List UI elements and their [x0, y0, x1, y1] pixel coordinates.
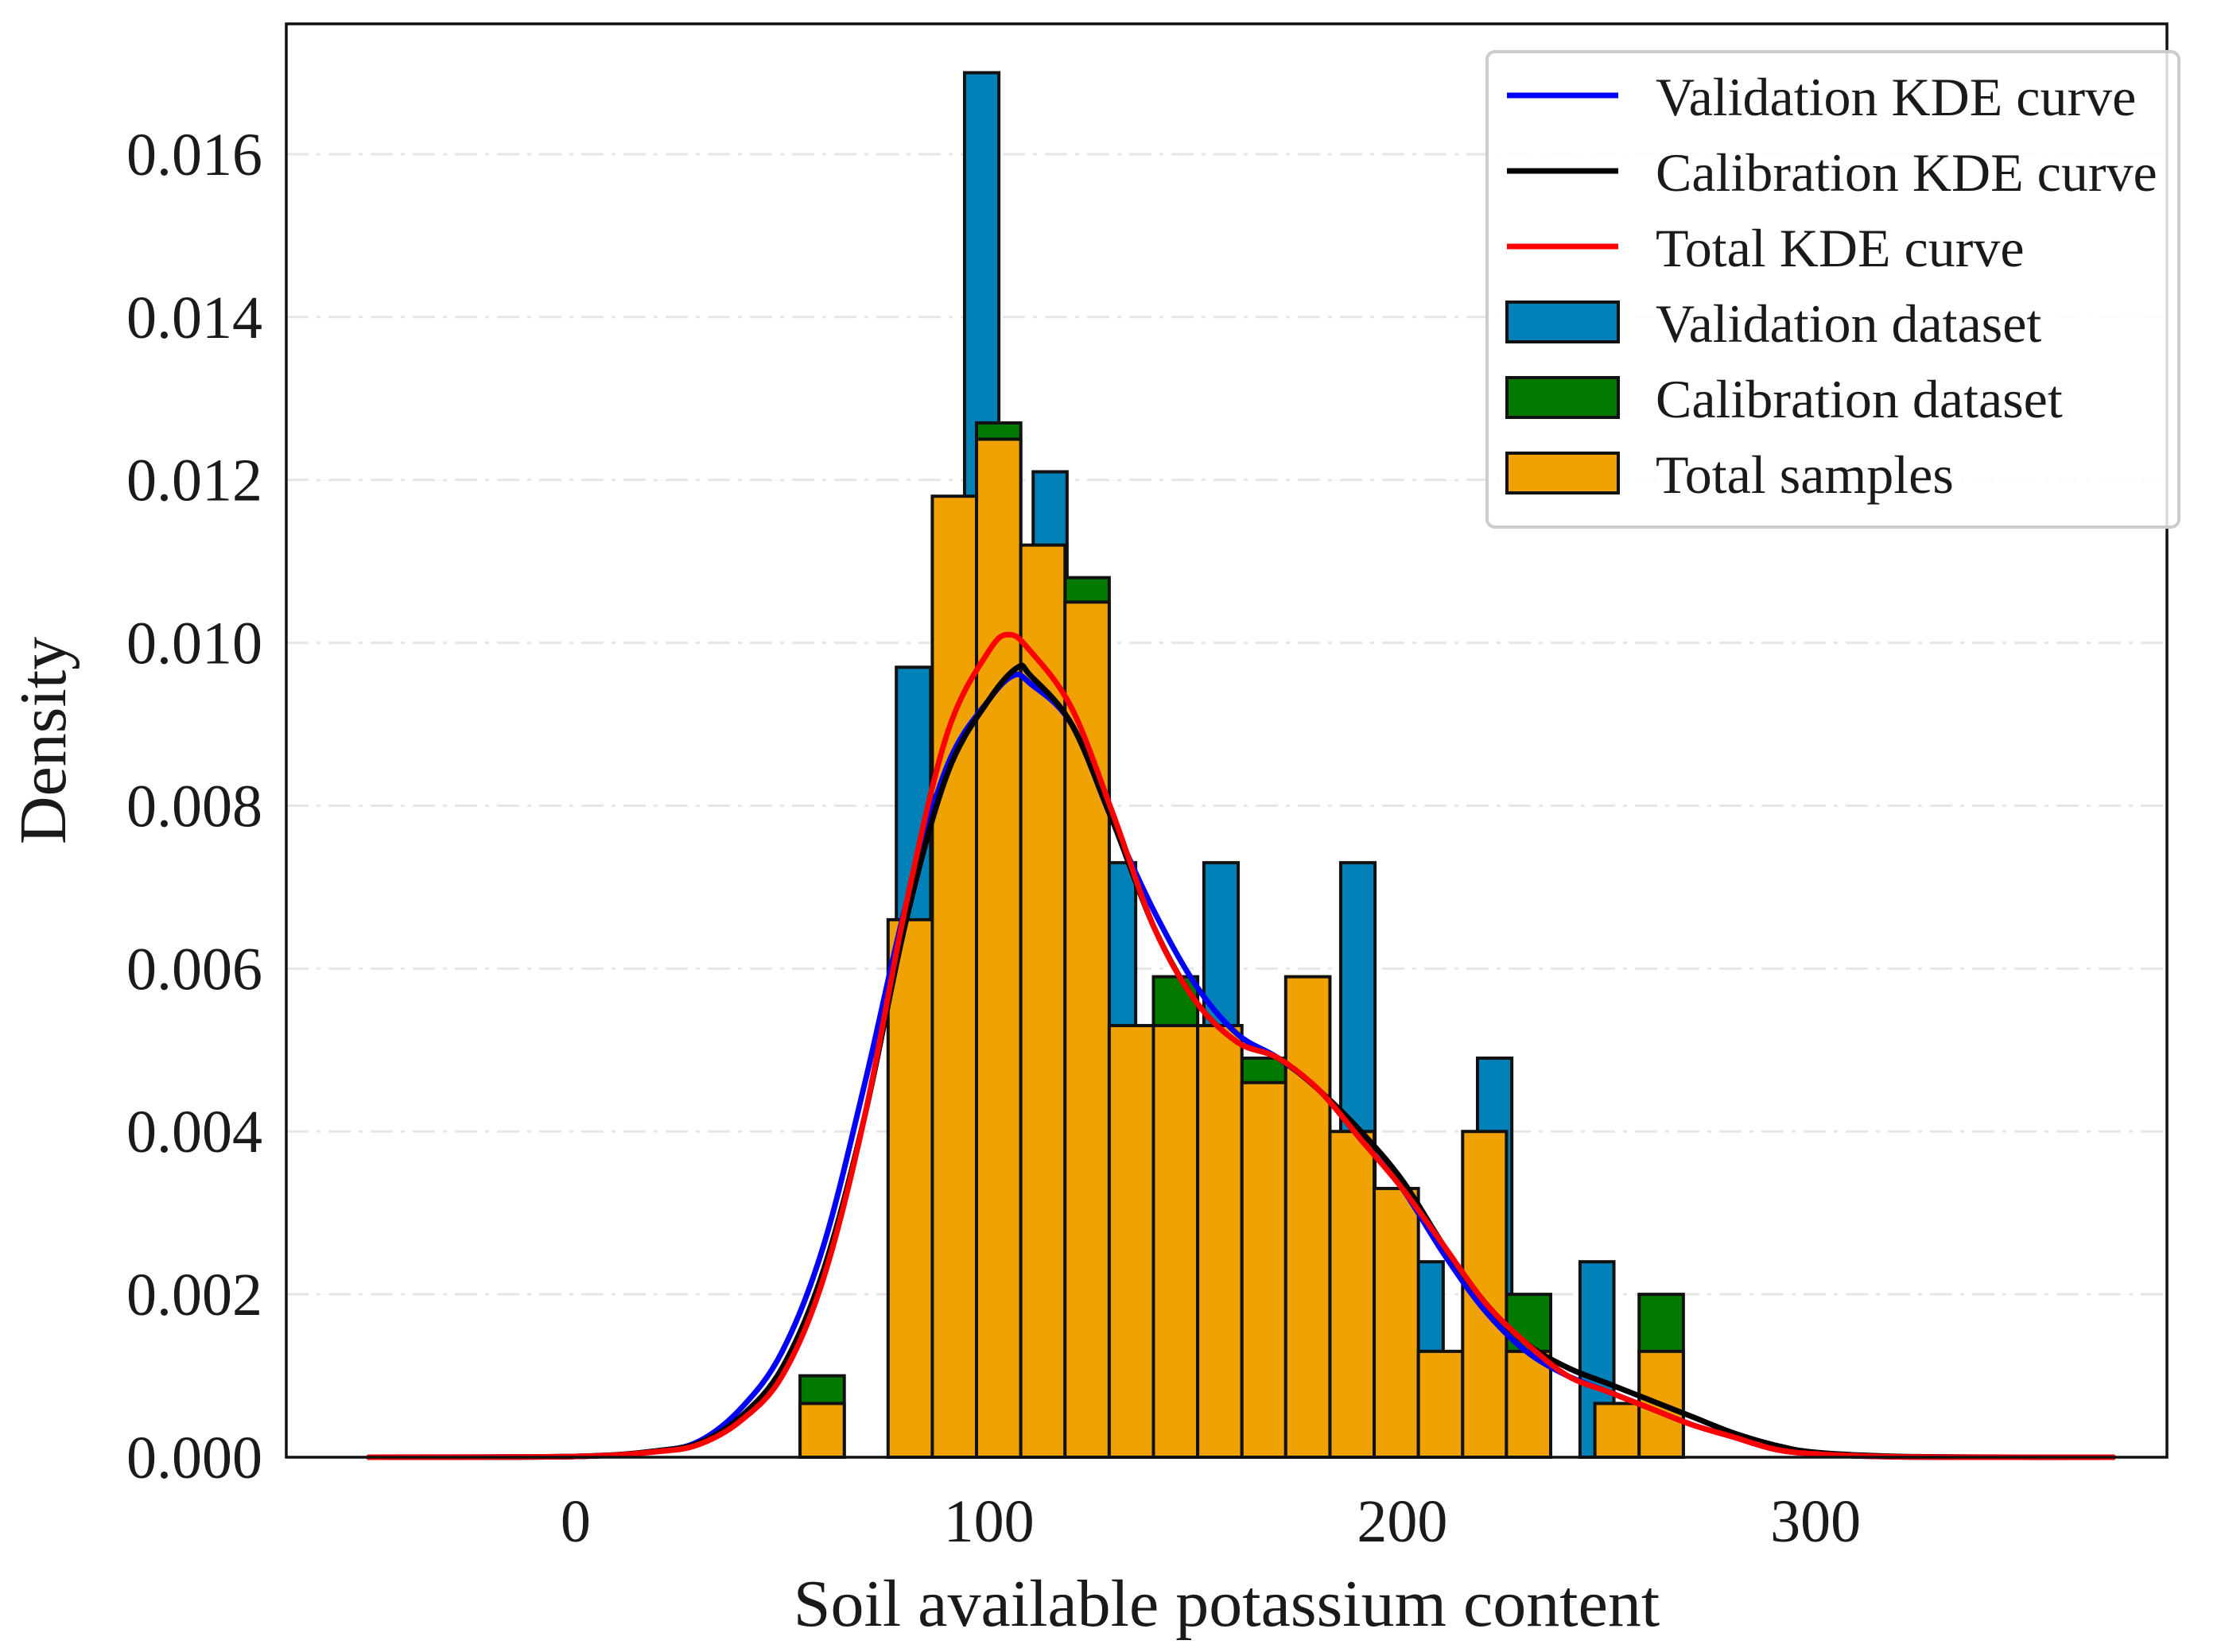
- y-tick-label: 0.012: [126, 448, 262, 514]
- y-tick-label: 0.006: [126, 936, 262, 1002]
- legend-label: Validation dataset: [1656, 293, 2041, 354]
- x-tick-label: 100: [944, 1488, 1035, 1555]
- axis-ticks: 0.000 0.002 0.004 0.006 0.008 0.010 0.012 0.014…: [126, 122, 1861, 1555]
- legend-label: Total KDE curve: [1656, 218, 2025, 278]
- legend-box: [1485, 50, 2180, 529]
- bar-total-samples-11: [1328, 1130, 1377, 1460]
- y-tick-label: 0.002: [126, 1262, 262, 1328]
- kde-line-total-kde-curve: [366, 631, 2116, 1460]
- legend-swatch-calibration-dataset: [1505, 376, 1620, 419]
- bar-total-samples-5: [1063, 600, 1111, 1460]
- y-tick-label: 0.010: [126, 611, 262, 677]
- bar-total-samples-3: [975, 437, 1023, 1459]
- legend-label: Calibration dataset: [1656, 369, 2063, 429]
- bar-total-samples-0: [798, 1402, 846, 1459]
- x-tick-label: 0: [561, 1488, 591, 1555]
- bar-total-samples-1: [886, 917, 934, 1459]
- legend-label: Calibration KDE curve: [1656, 142, 2157, 203]
- x-axis-label: Soil available potassium content: [794, 1567, 1660, 1641]
- bar-total-samples-10: [1283, 975, 1332, 1459]
- bar-total-samples-4: [1019, 543, 1067, 1459]
- bar-total-samples-6: [1107, 1024, 1155, 1459]
- y-tick-label: 0.000: [126, 1425, 262, 1491]
- bar-total-samples-7: [1151, 1024, 1200, 1459]
- y-axis-label: Density: [6, 637, 80, 844]
- x-tick-label: 300: [1770, 1488, 1861, 1555]
- legend: Validation KDE curve Calibration KDE curv…: [1485, 50, 2180, 529]
- kde-curves: [366, 631, 2116, 1460]
- legend-swatch-validation-dataset: [1505, 301, 1620, 343]
- bar-total-samples-13: [1416, 1349, 1465, 1459]
- bar-total-samples-12: [1373, 1186, 1420, 1459]
- legend-label: Total samples: [1656, 444, 1954, 505]
- y-tick-label: 0.014: [126, 285, 262, 351]
- bar-total-samples-15: [1505, 1349, 1553, 1459]
- y-tick-label: 0.008: [126, 773, 262, 840]
- bar-total-samples-9: [1240, 1080, 1287, 1459]
- y-tick-label: 0.016: [126, 122, 262, 188]
- x-tick-label: 200: [1357, 1488, 1447, 1555]
- y-tick-label: 0.004: [126, 1099, 262, 1165]
- bar-total-samples-2: [930, 494, 979, 1460]
- legend-swatch-total-samples: [1505, 452, 1620, 494]
- bar-total-samples-8: [1196, 1024, 1244, 1459]
- bar-total-samples-16: [1593, 1402, 1641, 1459]
- plot-area-frame: [285, 22, 2169, 1459]
- legend-label: Validation KDE curve: [1656, 67, 2136, 127]
